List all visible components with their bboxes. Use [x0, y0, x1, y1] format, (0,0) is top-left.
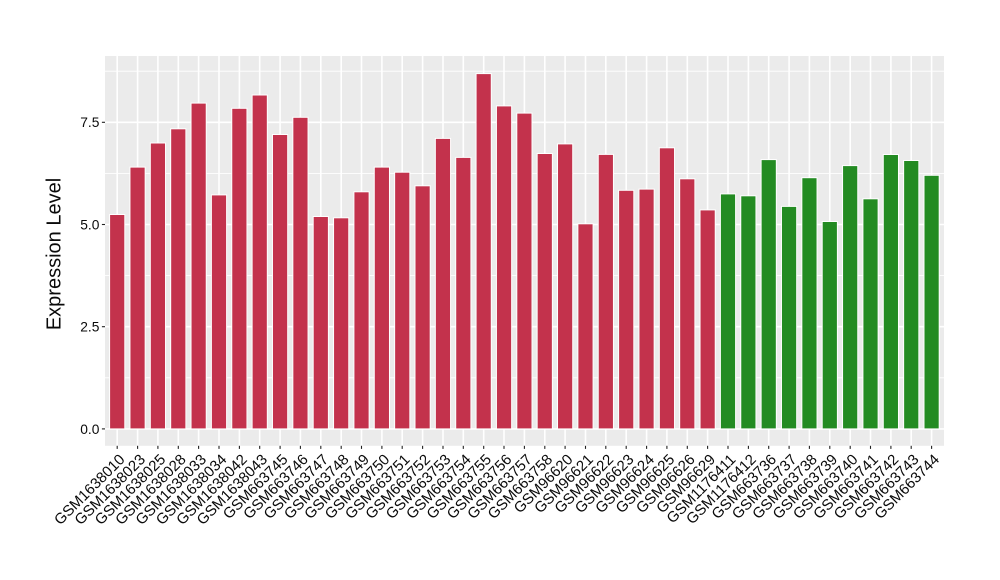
svg-text:Expression Level: Expression Level — [44, 178, 66, 330]
svg-text:5.0: 5.0 — [80, 217, 100, 232]
svg-text:7.5: 7.5 — [80, 115, 100, 130]
svg-text:2.5: 2.5 — [80, 320, 100, 335]
svg-text:0.0: 0.0 — [80, 422, 100, 437]
